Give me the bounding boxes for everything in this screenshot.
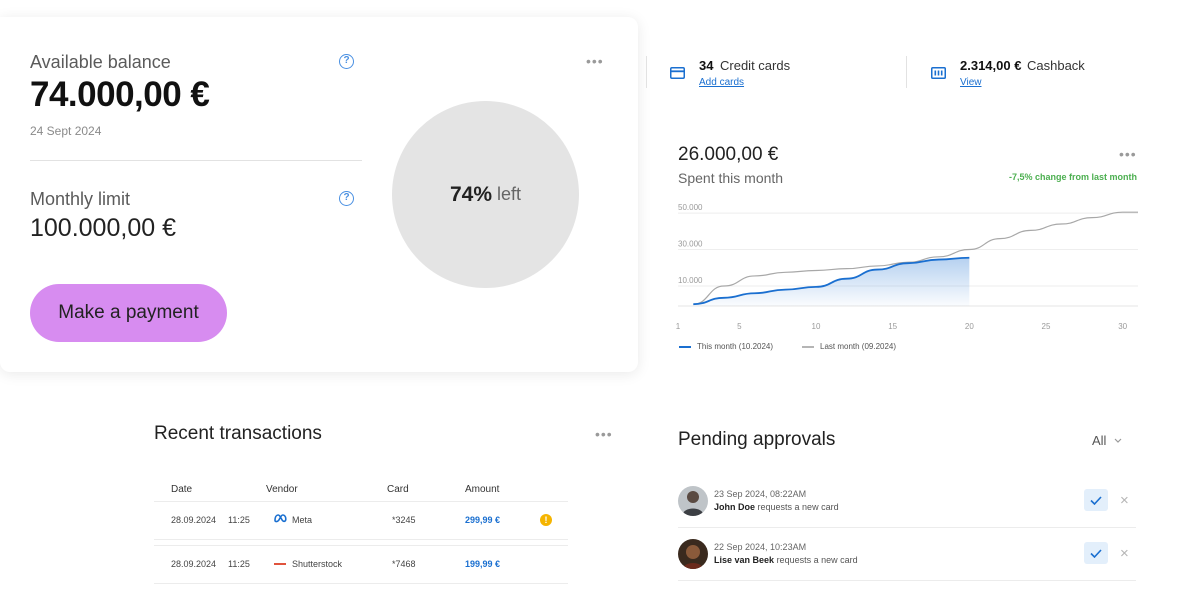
series-line-this-month	[693, 256, 970, 306]
more-options-icon[interactable]: •••	[1119, 146, 1137, 162]
check-icon	[1090, 495, 1102, 505]
remaining-suffix: left	[497, 184, 522, 204]
balance-remaining-circle: 74% left	[392, 101, 579, 288]
warning-icon[interactable]: !	[540, 514, 552, 526]
transactions-title: Recent transactions	[154, 423, 322, 444]
legend-last-month: Last month (09.2024)	[802, 342, 896, 351]
remaining-percent: 74%	[449, 182, 492, 206]
tx-vendor: Meta	[292, 515, 313, 525]
tx-time: 11:25	[228, 515, 250, 525]
cashback-icon	[931, 66, 946, 84]
help-icon[interactable]: ?	[339, 54, 354, 69]
monthly-limit-label: Monthly limit	[30, 189, 131, 209]
request-action: requests a new card	[776, 555, 858, 565]
tx-time: 11:25	[228, 559, 250, 569]
cashback-amount: 2.314,00 €	[960, 58, 1022, 73]
requester-name: Lise van Beek	[714, 555, 775, 565]
y-tick-label: 50.000	[678, 203, 703, 212]
credit-card-icon	[670, 66, 685, 84]
monthly-limit-amount: 100.000,00 €	[30, 214, 176, 242]
divider	[154, 539, 568, 540]
meta-logo-icon	[274, 514, 287, 525]
x-tick-label: 5	[737, 322, 742, 331]
spent-amount: 26.000,00 €	[678, 144, 779, 165]
approve-button[interactable]	[1084, 489, 1108, 511]
legend-label: Last month (09.2024)	[820, 342, 897, 351]
y-tick-label: 30.000	[678, 240, 703, 249]
approval-date: 23 Sep 2024, 08:22AM	[714, 489, 807, 499]
approve-button[interactable]	[1084, 542, 1108, 564]
change-indicator: -7,5% change from last month	[1008, 172, 1137, 182]
x-tick-label: 10	[812, 322, 821, 331]
tx-date: 28.09.2024	[171, 515, 217, 525]
divider	[154, 545, 568, 546]
x-tick-label: 30	[1118, 322, 1127, 331]
reject-button[interactable]: ×	[1120, 492, 1129, 509]
shutterstock-logo-icon	[274, 563, 286, 565]
approval-date: 22 Sep 2024, 10:23AM	[714, 542, 807, 552]
divider	[30, 160, 362, 161]
credit-cards-count: 34	[699, 58, 714, 73]
more-options-icon[interactable]: •••	[595, 426, 613, 442]
column-header-amount[interactable]: Amount	[465, 484, 500, 495]
cashback-label: Cashback	[1027, 58, 1085, 73]
add-cards-link[interactable]: Add cards	[699, 77, 745, 88]
tx-vendor: Shutterstock	[292, 559, 343, 569]
tx-amount: 199,99 €	[465, 559, 501, 569]
request-action: requests a new card	[757, 502, 839, 512]
legend-label: This month (10.2024)	[697, 342, 774, 351]
balance-date: 24 Sept 2024	[30, 124, 102, 138]
column-header-vendor[interactable]: Vendor	[266, 484, 298, 495]
avatar	[678, 539, 708, 569]
available-balance-label: Available balance	[30, 52, 171, 72]
x-tick-label: 20	[965, 322, 974, 331]
divider	[646, 56, 647, 88]
legend-swatch	[802, 345, 814, 348]
avatar	[678, 486, 708, 516]
check-icon	[1090, 548, 1102, 558]
divider	[154, 501, 568, 502]
y-tick-label: 10.000	[678, 276, 703, 285]
more-options-icon[interactable]: •••	[586, 53, 604, 69]
legend-swatch	[679, 345, 691, 348]
balance-card: Available balance ? 74.000,00 € 24 Sept …	[0, 17, 638, 372]
legend-this-month: This month (10.2024)	[679, 342, 773, 351]
series-line-last-month	[693, 211, 1138, 305]
approval-text: John Doe requests a new card	[714, 502, 839, 512]
available-balance-amount: 74.000,00 €	[30, 75, 210, 114]
series-area-this-month	[693, 257, 970, 306]
tx-card: *7468	[392, 559, 416, 569]
reject-button[interactable]: ×	[1120, 545, 1129, 562]
chevron-down-icon	[1114, 431, 1122, 446]
tx-amount: 299,99 €	[465, 515, 501, 525]
view-cashback-link[interactable]: View	[960, 77, 982, 88]
filter-value: All	[1092, 433, 1107, 448]
help-icon[interactable]: ?	[339, 191, 354, 206]
divider	[154, 583, 568, 584]
x-tick-label: 1	[676, 322, 681, 331]
column-header-date[interactable]: Date	[171, 484, 193, 495]
divider	[906, 56, 907, 88]
approvals-filter-select[interactable]: All	[1092, 431, 1122, 448]
divider	[678, 580, 1136, 581]
x-tick-label: 15	[888, 322, 897, 331]
x-tick-label: 25	[1042, 322, 1051, 331]
column-header-card[interactable]: Card	[387, 484, 409, 495]
make-payment-button[interactable]: Make a payment	[30, 284, 227, 342]
tx-date: 28.09.2024	[171, 559, 217, 569]
credit-cards-label: Credit cards	[720, 58, 791, 73]
divider	[678, 527, 1136, 528]
spent-label: Spent this month	[678, 170, 784, 186]
approvals-title: Pending approvals	[678, 429, 836, 450]
approval-text: Lise van Beek requests a new card	[714, 555, 858, 565]
requester-name: John Doe	[714, 502, 756, 512]
tx-card: *3245	[392, 515, 416, 525]
